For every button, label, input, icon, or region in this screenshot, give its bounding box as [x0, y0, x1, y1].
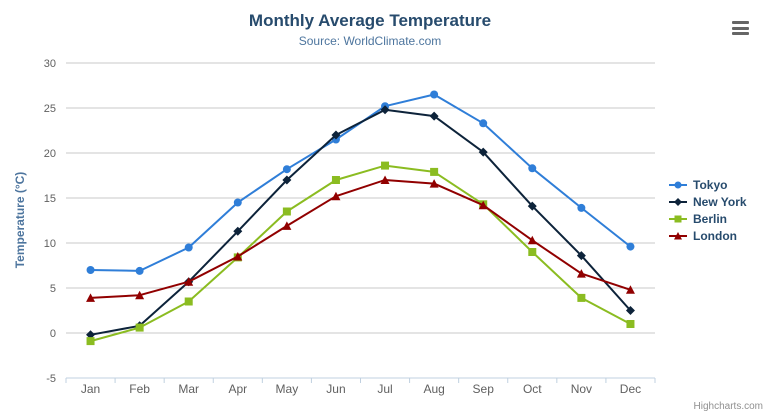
- legend-label: Berlin: [693, 212, 728, 226]
- data-point-tokyo[interactable]: [479, 119, 488, 128]
- data-point-london[interactable]: [282, 221, 292, 230]
- x-axis-label: Feb: [129, 382, 150, 396]
- data-point-berlin[interactable]: [282, 207, 291, 216]
- data-point-new-york[interactable]: [86, 330, 96, 340]
- series-line-tokyo[interactable]: [89, 93, 632, 272]
- x-axis-label: Dec: [620, 382, 641, 396]
- data-point-london[interactable]: [429, 179, 439, 188]
- legend-item-london[interactable]: London: [668, 229, 747, 243]
- data-point-tokyo[interactable]: [282, 165, 291, 174]
- legend-marker: [674, 198, 682, 206]
- data-point-berlin[interactable]: [626, 320, 635, 328]
- legend-marker: [674, 232, 682, 240]
- legend-label: New York: [693, 195, 747, 209]
- data-point-berlin[interactable]: [528, 248, 537, 256]
- data-point-new-york[interactable]: [282, 175, 292, 185]
- data-point-tokyo[interactable]: [184, 243, 193, 252]
- data-point-tokyo[interactable]: [86, 266, 95, 274]
- data-point-berlin[interactable]: [135, 323, 144, 332]
- series-line-london[interactable]: [89, 179, 632, 299]
- data-point-new-york[interactable]: [429, 111, 439, 121]
- data-point-tokyo[interactable]: [233, 198, 242, 207]
- data-point-london[interactable]: [576, 269, 586, 278]
- data-point-london[interactable]: [233, 252, 243, 261]
- legend-marker: [674, 215, 682, 223]
- y-axis-label: 20: [44, 148, 56, 160]
- data-point-tokyo[interactable]: [577, 203, 586, 212]
- export-menu-button[interactable]: [732, 21, 749, 35]
- credits-link[interactable]: Highcharts.com: [693, 401, 763, 412]
- legend-item-berlin[interactable]: Berlin: [668, 212, 747, 226]
- y-axis-title: Temperature (°C): [13, 171, 27, 269]
- hamburger-icon: [732, 26, 749, 30]
- x-axis-label: Sep: [473, 382, 495, 396]
- data-point-new-york[interactable]: [233, 226, 243, 236]
- data-point-new-york[interactable]: [380, 105, 390, 115]
- y-axis-label: 5: [50, 283, 56, 295]
- triangle-marker-icon: [669, 232, 687, 240]
- data-point-london[interactable]: [135, 290, 145, 300]
- legend-item-tokyo[interactable]: Tokyo: [668, 178, 747, 192]
- data-point-berlin[interactable]: [86, 337, 95, 346]
- data-point-london[interactable]: [331, 191, 341, 201]
- circle-marker-icon: [669, 181, 687, 189]
- data-point-berlin[interactable]: [331, 176, 340, 184]
- y-axis-label: 25: [44, 103, 56, 115]
- x-axis-label: Jul: [377, 382, 392, 396]
- data-point-new-york[interactable]: [576, 251, 586, 261]
- data-point-tokyo[interactable]: [626, 242, 635, 251]
- data-point-new-york[interactable]: [478, 147, 488, 157]
- x-axis-label: Oct: [523, 382, 542, 396]
- y-axis-label: 30: [44, 58, 56, 70]
- data-point-berlin[interactable]: [430, 167, 439, 176]
- series-line-new-york[interactable]: [89, 108, 632, 336]
- data-point-berlin[interactable]: [381, 161, 390, 170]
- chart-subtitle: Source: WorldClimate.com: [298, 34, 442, 48]
- x-axis-label: Jan: [81, 382, 100, 396]
- legend: Tokyo New York Berlin London: [668, 178, 747, 246]
- hamburger-icon: [732, 21, 749, 24]
- data-point-new-york[interactable]: [331, 130, 341, 140]
- data-point-london[interactable]: [380, 175, 390, 185]
- legend-label: London: [693, 229, 737, 243]
- x-axis-label: Apr: [228, 382, 247, 396]
- data-point-london[interactable]: [527, 235, 537, 245]
- data-point-london[interactable]: [184, 277, 194, 286]
- x-axis-label: Aug: [423, 382, 444, 396]
- x-axis-label: May: [276, 382, 299, 396]
- square-marker-icon: [669, 215, 687, 223]
- x-axis-label: Nov: [571, 382, 592, 396]
- data-point-tokyo[interactable]: [430, 90, 439, 99]
- y-axis-label: 10: [44, 238, 56, 250]
- y-axis-label: 15: [44, 193, 56, 205]
- chart-title: Monthly Average Temperature: [248, 11, 492, 30]
- series-line-berlin[interactable]: [89, 164, 632, 343]
- diamond-marker-icon: [669, 198, 687, 206]
- x-axis-label: Jun: [326, 382, 345, 396]
- y-axis-label: 0: [50, 328, 56, 340]
- hamburger-icon: [732, 32, 749, 35]
- data-point-tokyo[interactable]: [528, 164, 537, 173]
- data-point-london[interactable]: [625, 285, 635, 294]
- data-point-london[interactable]: [478, 200, 488, 210]
- data-point-berlin[interactable]: [577, 293, 586, 302]
- data-point-tokyo[interactable]: [135, 266, 144, 275]
- legend-label: Tokyo: [693, 178, 728, 192]
- data-point-new-york[interactable]: [527, 201, 537, 211]
- legend-item-new-york[interactable]: New York: [668, 195, 747, 209]
- legend-marker: [674, 181, 682, 189]
- x-axis-label: Mar: [178, 382, 199, 396]
- y-axis-label: -5: [46, 373, 56, 385]
- data-point-berlin[interactable]: [184, 297, 193, 306]
- data-point-new-york[interactable]: [625, 306, 635, 315]
- data-point-london[interactable]: [86, 293, 96, 302]
